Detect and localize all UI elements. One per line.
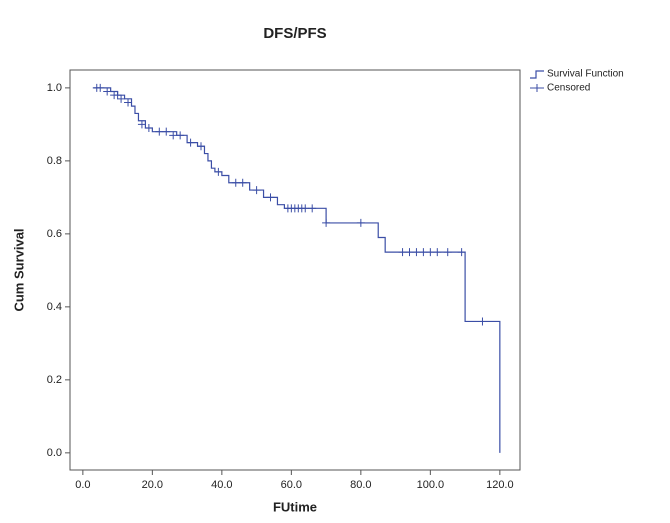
censored-mark bbox=[176, 131, 185, 140]
censored-mark bbox=[412, 248, 421, 257]
censored-mark bbox=[238, 178, 247, 187]
censored-mark bbox=[186, 138, 195, 147]
censored-mark bbox=[162, 127, 171, 136]
survival-line bbox=[93, 87, 501, 453]
y-tick-label: 0.0 bbox=[47, 447, 62, 459]
censored-mark bbox=[155, 127, 164, 136]
censored-mark bbox=[169, 131, 178, 140]
legend-line-icon bbox=[530, 70, 544, 79]
censored-mark bbox=[433, 248, 442, 257]
censored-mark bbox=[405, 248, 414, 257]
censored-mark bbox=[231, 178, 240, 187]
x-axis-title: FUtime bbox=[273, 499, 317, 514]
chart-title: DFS/PFS bbox=[263, 25, 326, 42]
censored-mark bbox=[443, 248, 452, 257]
censored-mark bbox=[356, 218, 365, 227]
x-tick-label: 120.0 bbox=[486, 479, 514, 491]
censored-mark bbox=[103, 87, 112, 96]
censored-mark bbox=[419, 248, 428, 257]
legend-label: Censored bbox=[547, 83, 590, 94]
y-axis-title: Cum Survival bbox=[11, 228, 26, 311]
censored-mark bbox=[117, 94, 126, 103]
censored-mark bbox=[457, 248, 466, 257]
censored-mark bbox=[301, 204, 310, 213]
censored-mark bbox=[113, 91, 122, 100]
censored-mark bbox=[266, 193, 275, 202]
x-tick-label: 40.0 bbox=[211, 479, 232, 491]
censored-mark bbox=[197, 142, 206, 151]
y-tick-label: 0.4 bbox=[47, 301, 62, 313]
censored-mark bbox=[252, 186, 261, 195]
legend-label: Survival Function bbox=[547, 69, 624, 80]
y-tick-label: 0.8 bbox=[47, 155, 62, 167]
censored-mark bbox=[478, 317, 487, 326]
censored-mark bbox=[322, 218, 331, 227]
y-tick-label: 0.2 bbox=[47, 374, 62, 386]
censored-mark bbox=[308, 204, 317, 213]
censored-mark bbox=[426, 248, 435, 257]
censored-mark bbox=[398, 248, 407, 257]
x-tick-label: 60.0 bbox=[281, 479, 302, 491]
censored-mark bbox=[96, 83, 105, 92]
x-tick-label: 100.0 bbox=[417, 479, 445, 491]
x-tick-label: 20.0 bbox=[142, 479, 163, 491]
y-tick-label: 0.6 bbox=[47, 228, 62, 240]
legend-censored-icon bbox=[530, 84, 544, 92]
censored-mark bbox=[124, 98, 133, 107]
x-tick-label: 80.0 bbox=[350, 479, 371, 491]
x-tick-label: 0.0 bbox=[75, 479, 90, 491]
plot-frame bbox=[69, 69, 521, 471]
censored-mark bbox=[137, 120, 146, 129]
y-tick-label: 1.0 bbox=[47, 82, 62, 94]
censored-mark bbox=[144, 124, 153, 133]
censored-mark bbox=[214, 167, 223, 176]
